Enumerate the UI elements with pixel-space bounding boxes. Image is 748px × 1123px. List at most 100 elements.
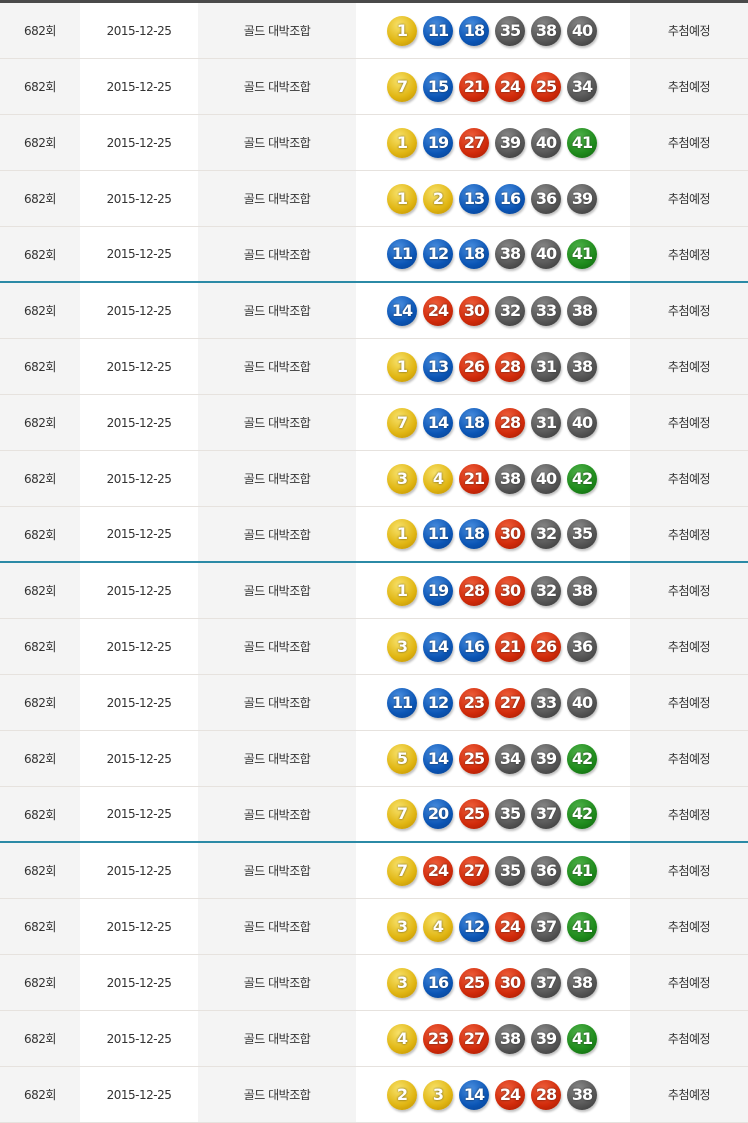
lotto-ball: 38 — [567, 575, 597, 606]
lotto-ball: 39 — [567, 183, 597, 214]
combination-type-cell: 골드 대박조합 — [198, 226, 356, 283]
combination-type-cell: 골드 대박조합 — [198, 3, 356, 59]
round-cell: 682회 — [0, 898, 80, 955]
date-cell: 2015-12-25 — [80, 170, 198, 227]
lotto-ball: 25 — [459, 743, 489, 774]
status-cell: 추첨예정 — [630, 450, 748, 507]
lotto-ball: 1 — [387, 575, 417, 606]
lotto-ball: 24 — [423, 295, 453, 326]
lotto-ball: 1 — [387, 519, 417, 549]
combination-type-cell: 골드 대박조합 — [198, 1066, 356, 1123]
combination-type-cell: 골드 대박조합 — [198, 338, 356, 395]
lotto-ball: 19 — [423, 127, 453, 158]
table-row: 682회 2015-12-25 골드 대박조합 5 14 25 34 39 42 추첨예정 — [0, 730, 748, 787]
lotto-ball: 42 — [567, 799, 597, 829]
status-cell: 추첨예정 — [630, 562, 748, 619]
lotto-ball: 18 — [459, 239, 489, 269]
combination-type-cell: 골드 대박조합 — [198, 898, 356, 955]
table-row: 682회 2015-12-25 골드 대박조합 1 13 26 28 31 38 추첨예정 — [0, 338, 748, 395]
lotto-ball: 30 — [495, 575, 525, 606]
lotto-ball: 40 — [567, 687, 597, 718]
lotto-ball: 7 — [387, 71, 417, 102]
lotto-ball: 27 — [459, 855, 489, 886]
numbers-cell: 3 4 12 24 37 41 — [356, 898, 630, 955]
status-cell: 추첨예정 — [630, 618, 748, 675]
status-cell: 추첨예정 — [630, 1066, 748, 1123]
lotto-ball: 5 — [387, 743, 417, 774]
lotto-ball: 11 — [423, 15, 453, 46]
lotto-ball: 28 — [531, 1079, 561, 1110]
lotto-ball: 28 — [495, 351, 525, 382]
lotto-ball: 38 — [495, 239, 525, 269]
lotto-ball: 28 — [459, 575, 489, 606]
lotto-ball: 4 — [387, 1023, 417, 1054]
lotto-ball: 24 — [423, 855, 453, 886]
date-cell: 2015-12-25 — [80, 114, 198, 171]
lotto-ball: 14 — [387, 295, 417, 326]
table-row: 682회 2015-12-25 골드 대박조합 1 19 28 30 32 38 추첨예정 — [0, 562, 748, 619]
date-cell: 2015-12-25 — [80, 226, 198, 283]
lotto-ball: 32 — [495, 295, 525, 326]
date-cell: 2015-12-25 — [80, 1066, 198, 1123]
numbers-cell: 5 14 25 34 39 42 — [356, 730, 630, 787]
lotto-ball: 11 — [387, 239, 417, 269]
lotto-ball: 35 — [495, 15, 525, 46]
lotto-ball: 37 — [531, 911, 561, 942]
status-cell: 추첨예정 — [630, 3, 748, 59]
lotto-ball: 36 — [531, 855, 561, 886]
lotto-ball: 35 — [567, 519, 597, 549]
numbers-cell: 14 24 30 32 33 38 — [356, 282, 630, 339]
lotto-ball: 16 — [459, 631, 489, 662]
lotto-ball: 23 — [459, 687, 489, 718]
round-cell: 682회 — [0, 114, 80, 171]
lotto-ball: 20 — [423, 799, 453, 829]
table-row: 682회 2015-12-25 골드 대박조합 2 3 14 24 28 38 추첨예정 — [0, 1066, 748, 1123]
status-cell: 추첨예정 — [630, 114, 748, 171]
lotto-ball: 38 — [531, 15, 561, 46]
combination-type-cell: 골드 대박조합 — [198, 282, 356, 339]
lotto-ball: 16 — [495, 183, 525, 214]
combination-type-cell: 골드 대박조합 — [198, 394, 356, 451]
numbers-cell: 11 12 18 38 40 41 — [356, 226, 630, 283]
lotto-ball: 3 — [387, 967, 417, 998]
lotto-ball: 11 — [423, 519, 453, 549]
lotto-ball: 30 — [495, 519, 525, 549]
date-cell: 2015-12-25 — [80, 898, 198, 955]
numbers-cell: 2 3 14 24 28 38 — [356, 1066, 630, 1123]
date-cell: 2015-12-25 — [80, 450, 198, 507]
table-row: 682회 2015-12-25 골드 대박조합 3 14 16 21 26 36 추첨예정 — [0, 618, 748, 675]
status-cell: 추첨예정 — [630, 1010, 748, 1067]
lotto-ball: 24 — [495, 911, 525, 942]
lotto-ball: 11 — [387, 687, 417, 718]
numbers-cell: 3 16 25 30 37 38 — [356, 954, 630, 1011]
lotto-ball: 3 — [387, 463, 417, 494]
table-row: 682회 2015-12-25 골드 대박조합 1 11 18 35 38 40 추첨예정 — [0, 3, 748, 59]
combination-type-cell: 골드 대박조합 — [198, 1010, 356, 1067]
lotto-ball: 7 — [387, 799, 417, 829]
lotto-ball: 14 — [423, 631, 453, 662]
status-cell: 추첨예정 — [630, 394, 748, 451]
lotto-ball: 13 — [423, 351, 453, 382]
status-cell: 추첨예정 — [630, 842, 748, 899]
lotto-ball: 24 — [495, 71, 525, 102]
lotto-ball: 25 — [459, 967, 489, 998]
lotto-ball: 21 — [495, 631, 525, 662]
table-row: 682회 2015-12-25 골드 대박조합 7 24 27 35 36 41 추첨예정 — [0, 842, 748, 899]
lotto-ball: 40 — [567, 15, 597, 46]
combination-type-cell: 골드 대박조합 — [198, 506, 356, 563]
lotto-ball: 40 — [531, 127, 561, 158]
combination-type-cell: 골드 대박조합 — [198, 58, 356, 115]
lotto-ball: 3 — [387, 911, 417, 942]
lotto-ball: 39 — [495, 127, 525, 158]
lotto-ball: 40 — [531, 239, 561, 269]
status-cell: 추첨예정 — [630, 786, 748, 843]
lotto-ball: 38 — [567, 967, 597, 998]
lotto-ball: 21 — [459, 463, 489, 494]
lotto-ball: 1 — [387, 15, 417, 46]
lotto-ball: 2 — [423, 183, 453, 214]
status-cell: 추첨예정 — [630, 170, 748, 227]
table-row: 682회 2015-12-25 골드 대박조합 1 19 27 39 40 41 추첨예정 — [0, 114, 748, 171]
lotto-ball: 14 — [459, 1079, 489, 1110]
date-cell: 2015-12-25 — [80, 506, 198, 563]
table-row: 682회 2015-12-25 골드 대박조합 14 24 30 32 33 38 추첨예정 — [0, 282, 748, 339]
